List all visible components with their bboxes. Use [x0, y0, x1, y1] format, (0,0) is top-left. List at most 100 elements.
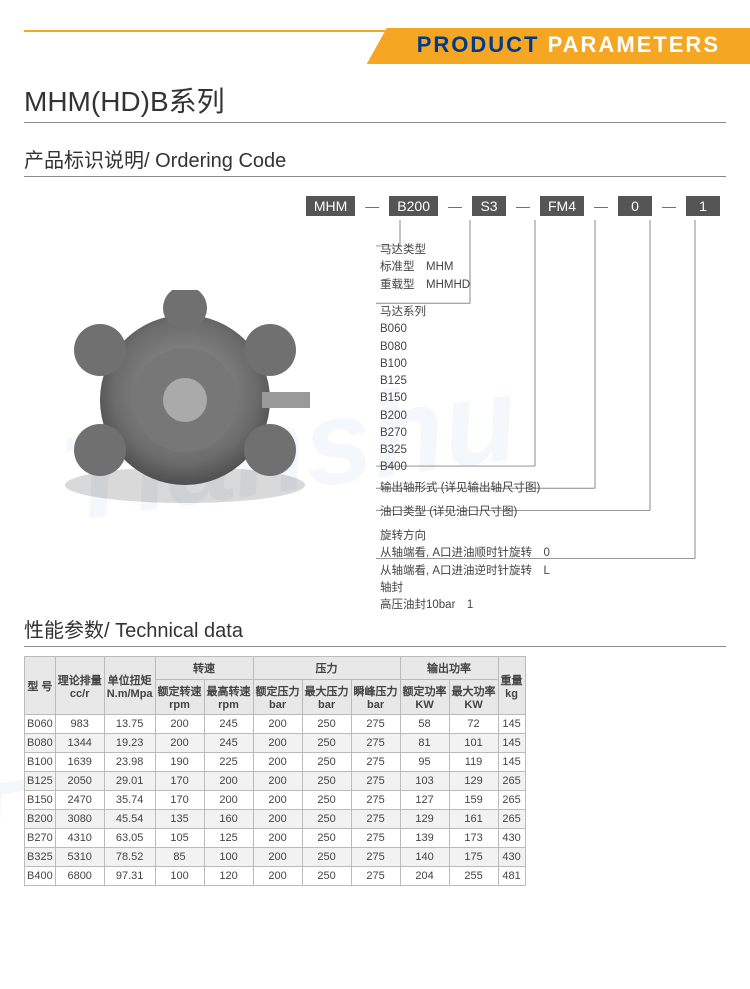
ordering-desc-block: 马达类型标准型 MHM重载型 MHMHD [380, 242, 470, 294]
table-cell: 430 [498, 829, 525, 848]
table-cell: 100 [204, 848, 253, 867]
table-cell: 204 [400, 867, 449, 886]
table-cell: 250 [302, 753, 351, 772]
table-cell: B060 [25, 715, 56, 734]
table-cell: 81 [400, 734, 449, 753]
header-product: PRODUCT [417, 32, 540, 57]
table-cell: 265 [498, 772, 525, 791]
table-cell: 200 [253, 753, 302, 772]
code-box: 1 [686, 196, 720, 216]
desc-line: B080 [380, 339, 426, 356]
ordering-desc-block: 轴封高压油封10bar 1 [380, 580, 473, 615]
table-header: 理论排量cc/r [55, 657, 104, 715]
table-cell: 275 [351, 848, 400, 867]
table-cell: 120 [204, 867, 253, 886]
table-cell: 140 [400, 848, 449, 867]
table-cell: 145 [498, 715, 525, 734]
table-cell: 159 [449, 791, 498, 810]
technical-data-table: 型 号理论排量cc/r单位扭矩N.m/Mpa转速压力输出功率重量kg 额定转速r… [24, 656, 526, 886]
table-cell: 200 [204, 772, 253, 791]
table-cell: 85 [155, 848, 204, 867]
table-cell: 145 [498, 753, 525, 772]
table-cell: 29.01 [104, 772, 155, 791]
table-cell: 127 [400, 791, 449, 810]
code-box: MHM [306, 196, 355, 216]
table-row: B325531078.5285100200250275140175430 [25, 848, 526, 867]
desc-line: B400 [380, 459, 426, 476]
desc-line: B325 [380, 442, 426, 459]
desc-line: B150 [380, 390, 426, 407]
table-cell: 430 [498, 848, 525, 867]
desc-line: B270 [380, 425, 426, 442]
table-cell: 265 [498, 791, 525, 810]
table-cell: 250 [302, 772, 351, 791]
code-dash: — [594, 198, 608, 214]
ordering-code-title: 产品标识说明/ Ordering Code [24, 144, 286, 173]
table-cell: 200 [253, 829, 302, 848]
table-cell: 101 [449, 734, 498, 753]
code-box: B200 [389, 196, 438, 216]
table-cell: 265 [498, 810, 525, 829]
table-cell: 5310 [55, 848, 104, 867]
table-cell: 245 [204, 715, 253, 734]
desc-line: B060 [380, 321, 426, 338]
technical-data-title: 性能参数/ Technical data [24, 614, 243, 643]
table-cell: 250 [302, 829, 351, 848]
table-cell: 225 [204, 753, 253, 772]
table-cell: 200 [253, 867, 302, 886]
table-cell: 200 [253, 734, 302, 753]
ordering-desc-block: 油口类型 (详见油口尺寸图) [380, 504, 517, 521]
ordering-diagram: 马达类型标准型 MHM重载型 MHMHD马达系列B060B080B100B125… [360, 220, 720, 590]
table-cell: 160 [204, 810, 253, 829]
desc-line: 马达系列 [380, 304, 426, 321]
code-dash: — [365, 198, 379, 214]
table-cell: 200 [253, 810, 302, 829]
table-cell: 119 [449, 753, 498, 772]
table-cell: 45.54 [104, 810, 155, 829]
table-cell: 129 [400, 810, 449, 829]
table-cell: 145 [498, 734, 525, 753]
table-cell: 255 [449, 867, 498, 886]
table-cell: 105 [155, 829, 204, 848]
table-row: B100163923.9819022520025027595119145 [25, 753, 526, 772]
table-cell: 23.98 [104, 753, 155, 772]
desc-line: 马达类型 [380, 242, 470, 259]
table-header: 型 号 [25, 657, 56, 715]
table-cell: 1639 [55, 753, 104, 772]
code-box: 0 [618, 196, 652, 216]
ordering-desc-block: 输出轴形式 (详见输出轴尺寸图) [380, 480, 540, 497]
desc-line: 油口类型 (详见油口尺寸图) [380, 504, 517, 521]
table-cell: 175 [449, 848, 498, 867]
table-cell: 250 [302, 848, 351, 867]
table-cell: B200 [25, 810, 56, 829]
table-cell: 95 [400, 753, 449, 772]
table-cell: 63.05 [104, 829, 155, 848]
table-cell: 78.52 [104, 848, 155, 867]
table-cell: 170 [155, 791, 204, 810]
desc-line: 标准型 MHM [380, 259, 470, 276]
header-bar: PRODUCT PARAMETERS [0, 30, 750, 66]
desc-line: 高压油封10bar 1 [380, 597, 473, 614]
desc-line: 旋转方向 [380, 528, 550, 545]
desc-line: 重载型 MHMHD [380, 277, 470, 294]
divider [24, 122, 726, 123]
code-box: FM4 [540, 196, 584, 216]
table-header: 转速 [155, 657, 253, 680]
table-subheader: 瞬峰压力bar [351, 680, 400, 715]
series-title: MHM(HD)B系列 [24, 80, 225, 120]
table-cell: 200 [253, 848, 302, 867]
divider [24, 646, 726, 647]
table-cell: B100 [25, 753, 56, 772]
table-header: 单位扭矩N.m/Mpa [104, 657, 155, 715]
table-header: 压力 [253, 657, 400, 680]
divider [24, 176, 726, 177]
table-cell: B150 [25, 791, 56, 810]
table-cell: 139 [400, 829, 449, 848]
table-cell: 275 [351, 715, 400, 734]
table-row: B400680097.31100120200250275204255481 [25, 867, 526, 886]
table-cell: 13.75 [104, 715, 155, 734]
table-row: B080134419.2320024520025027581101145 [25, 734, 526, 753]
table-cell: 245 [204, 734, 253, 753]
header-tab: PRODUCT PARAMETERS [367, 28, 750, 64]
table-cell: 103 [400, 772, 449, 791]
